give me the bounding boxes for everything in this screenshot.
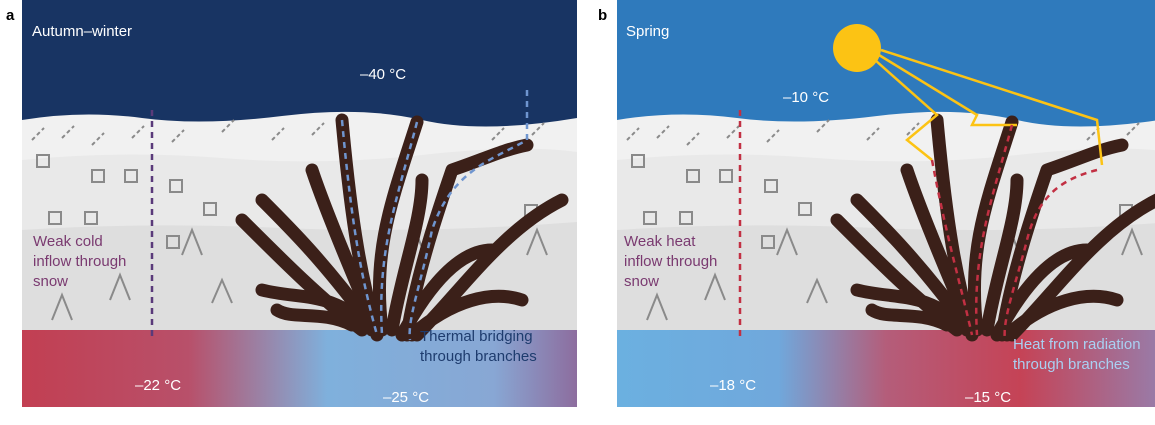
soil-temp: –22 °C (135, 377, 181, 394)
sun (833, 24, 881, 72)
air-temp: –10 °C (783, 89, 829, 106)
season: Spring (626, 23, 669, 40)
panel-letter: b (598, 7, 607, 24)
soil-temp: –15 °C (965, 389, 1011, 406)
labels: a Autumn–winter –40 °C Weak cold inflow t… (6, 7, 1141, 406)
panel-b (617, 0, 1155, 407)
branch-note: Thermal bridging through branches (420, 328, 537, 365)
panel-letter: a (6, 7, 15, 24)
snow-note: Weak cold inflow through snow (33, 233, 126, 290)
snow-note: Weak heat inflow through snow (624, 233, 717, 290)
air-temp: –40 °C (360, 66, 406, 83)
branch-note: Heat from radiation through branches (1013, 336, 1141, 373)
soil-temp: –25 °C (383, 389, 429, 406)
panel-a (22, 0, 577, 407)
season: Autumn–winter (32, 23, 132, 40)
soil-temp: –18 °C (710, 377, 756, 394)
